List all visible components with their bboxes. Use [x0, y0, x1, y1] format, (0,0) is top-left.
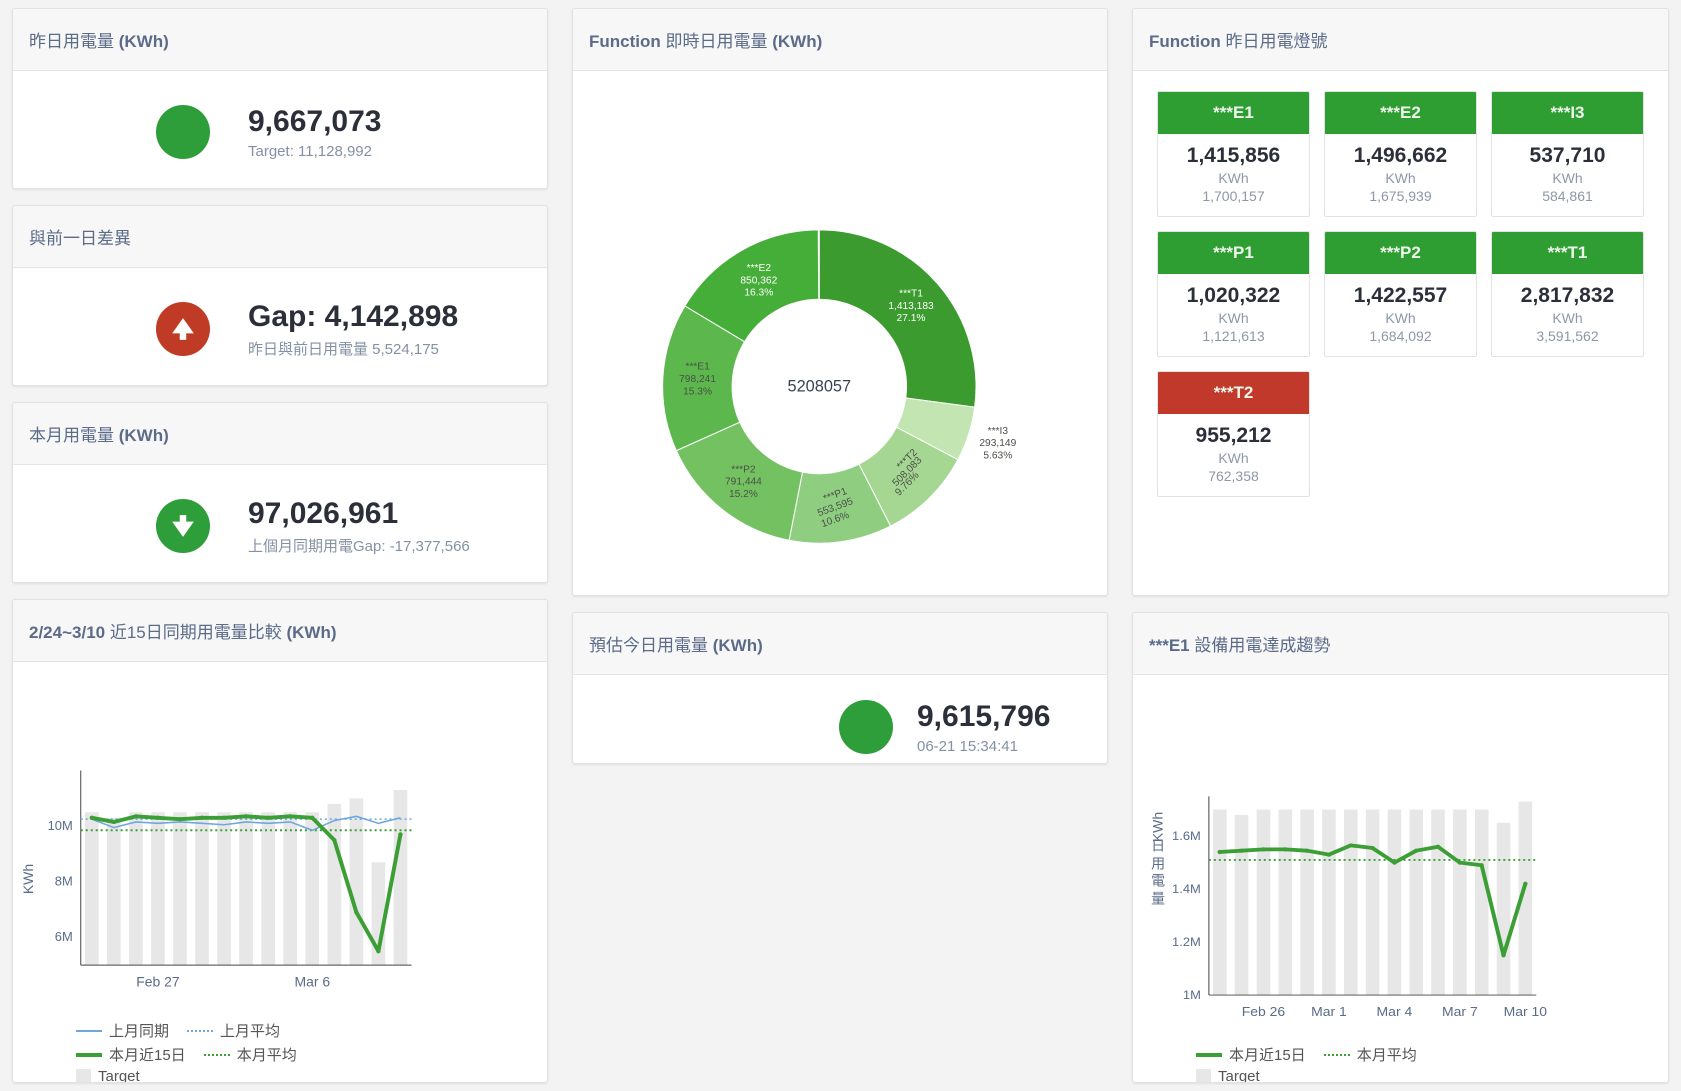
svg-text:***E2: ***E2 [747, 263, 772, 274]
svg-text:10M: 10M [48, 818, 73, 833]
svg-text:27.1%: 27.1% [897, 313, 926, 324]
svg-text:***P2: ***P2 [731, 464, 756, 475]
svg-text:15.2%: 15.2% [729, 489, 758, 500]
svg-text:5208057: 5208057 [788, 377, 852, 395]
svg-text:Mar 1: Mar 1 [1311, 1004, 1347, 1019]
svg-text:798,241: 798,241 [679, 374, 716, 385]
svg-text:***T1: ***T1 [899, 289, 923, 300]
svg-text:Mar 6: Mar 6 [294, 975, 330, 990]
svg-text:Mar 10: Mar 10 [1504, 1004, 1548, 1019]
svg-text:5.63%: 5.63% [984, 450, 1013, 461]
svg-text:Mar 4: Mar 4 [1377, 1004, 1413, 1019]
svg-text:1,413,183: 1,413,183 [889, 301, 935, 312]
svg-text:15.3%: 15.3% [683, 386, 712, 397]
svg-text:***E1: ***E1 [686, 362, 711, 373]
svg-text:6M: 6M [55, 929, 73, 944]
svg-text:1.6M: 1.6M [1172, 829, 1201, 843]
svg-text:Feb 26: Feb 26 [1242, 1004, 1285, 1019]
svg-text:8M: 8M [55, 874, 73, 889]
svg-text:293,149: 293,149 [980, 438, 1017, 449]
svg-text:1M: 1M [1183, 988, 1201, 1002]
svg-text:Mar 7: Mar 7 [1442, 1004, 1478, 1019]
svg-text:***I3: ***I3 [988, 426, 1009, 437]
svg-text:1.4M: 1.4M [1172, 882, 1201, 896]
svg-text:Feb 27: Feb 27 [136, 975, 179, 990]
svg-text:1.2M: 1.2M [1172, 935, 1201, 949]
svg-text:16.3%: 16.3% [745, 288, 774, 299]
svg-text:850,362: 850,362 [741, 275, 778, 286]
svg-text:791,444: 791,444 [725, 477, 762, 488]
